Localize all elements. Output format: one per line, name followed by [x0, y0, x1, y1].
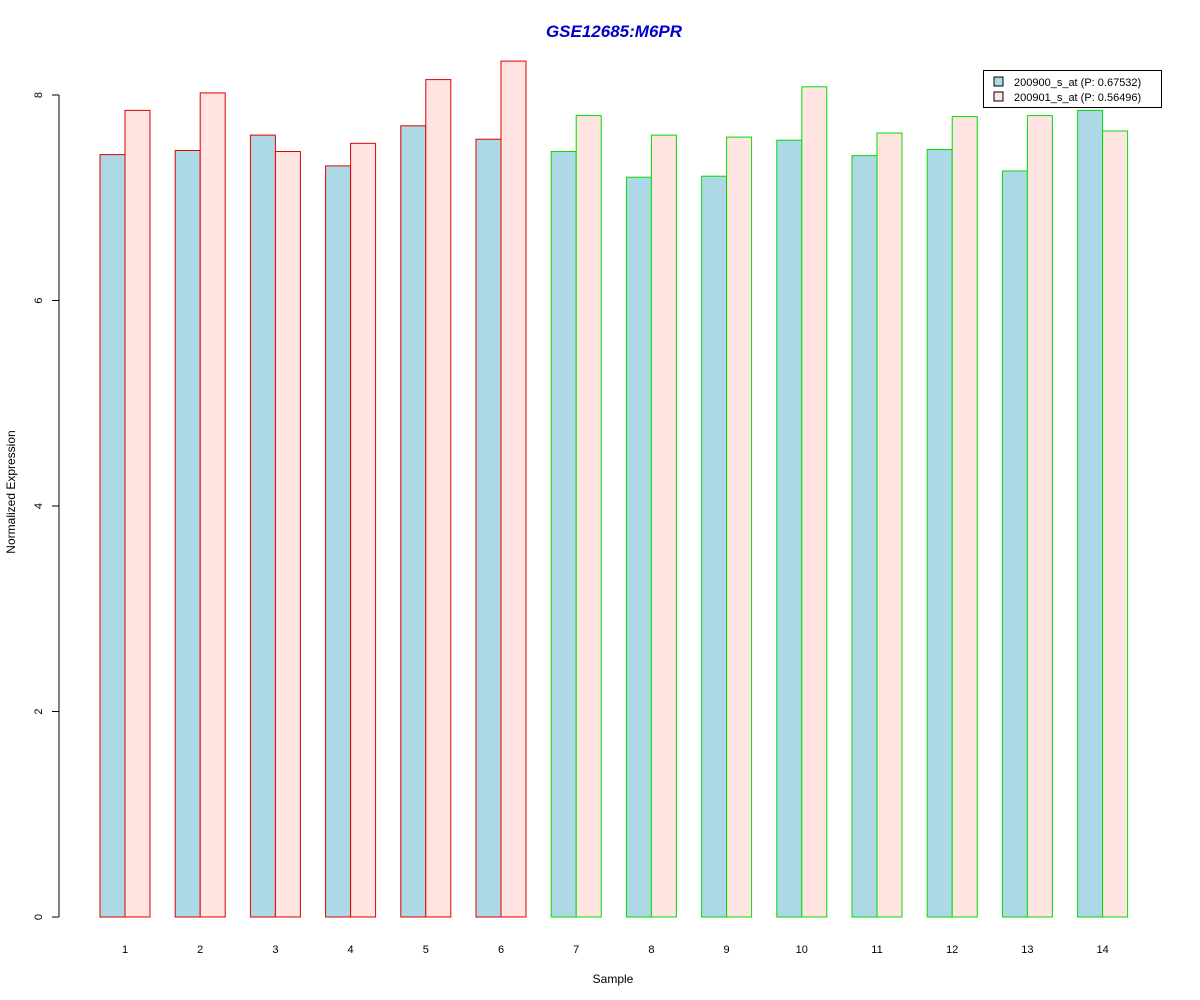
chart-title: GSE12685:M6PR [546, 22, 683, 41]
x-tick-label: 1 [122, 944, 128, 956]
bar-sample-2-series-1 [174, 150, 201, 918]
legend-swatch-2 [993, 91, 1004, 102]
legend: 200900_s_at (P: 0.67532) 200901_s_at (P: … [983, 70, 1162, 108]
bars-layer [99, 60, 1129, 918]
bar-sample-8-series-2 [650, 134, 677, 918]
bar-sample-6-series-1 [475, 138, 502, 918]
bar-sample-7-series-2 [575, 115, 602, 918]
legend-box [983, 70, 1162, 108]
bar-sample-12-series-1 [926, 149, 953, 918]
bar-sample-12-series-2 [951, 116, 978, 918]
x-tick-label: 4 [348, 944, 354, 956]
bar-sample-13-series-2 [1026, 115, 1053, 918]
x-tick-label: 7 [573, 944, 579, 956]
y-tick-label: 4 [33, 503, 45, 509]
y-tick-label: 2 [33, 708, 45, 714]
bar-sample-3-series-1 [249, 134, 276, 918]
x-tick-label: 3 [272, 944, 278, 956]
bar-sample-14-series-2 [1102, 130, 1129, 918]
bar-sample-7-series-1 [550, 151, 577, 918]
bar-sample-4-series-2 [350, 142, 377, 918]
legend-label-1: 200900_s_at (P: 0.67532) [1014, 77, 1141, 89]
bar-sample-11-series-1 [851, 155, 878, 918]
bar-sample-1-series-1 [99, 154, 126, 918]
bar-sample-11-series-2 [876, 132, 903, 918]
bar-sample-6-series-2 [500, 60, 527, 918]
x-tick-label: 2 [197, 944, 203, 956]
x-tick-label: 9 [724, 944, 730, 956]
bar-sample-4-series-1 [325, 165, 352, 918]
bar-sample-9-series-1 [701, 175, 728, 918]
x-tick-label: 6 [498, 944, 504, 956]
x-axis-ticks: 1 2 3 4 5 6 7 8 9 10 11 12 13 14 [122, 944, 1109, 956]
y-axis-label: Normalized Expression [4, 430, 18, 553]
y-tick-label: 6 [33, 297, 45, 303]
x-axis-label: Sample [593, 972, 634, 986]
y-tick-label: 8 [33, 92, 45, 98]
bar-sample-10-series-1 [776, 139, 803, 918]
bar-sample-9-series-2 [726, 136, 753, 918]
bar-sample-10-series-2 [801, 86, 828, 918]
legend-swatch-1 [993, 76, 1004, 87]
x-tick-label: 14 [1096, 944, 1108, 956]
bar-sample-8-series-1 [625, 176, 652, 918]
bar-sample-14-series-1 [1077, 109, 1104, 918]
x-tick-label: 8 [648, 944, 654, 956]
y-axis: 0 2 4 6 8 [33, 92, 60, 920]
bar-sample-5-series-2 [425, 79, 452, 918]
bar-sample-5-series-1 [400, 125, 427, 918]
x-tick-label: 13 [1021, 944, 1033, 956]
x-tick-label: 5 [423, 944, 429, 956]
bar-sample-3-series-2 [274, 151, 301, 918]
x-tick-label: 12 [946, 944, 958, 956]
bar-sample-2-series-2 [199, 92, 226, 918]
bar-sample-1-series-2 [124, 109, 151, 918]
bar-sample-13-series-1 [1001, 170, 1028, 918]
x-tick-label: 10 [796, 944, 808, 956]
legend-label-2: 200901_s_at (P: 0.56496) [1014, 92, 1141, 104]
x-tick-label: 11 [871, 944, 882, 956]
y-tick-label: 0 [33, 914, 45, 920]
